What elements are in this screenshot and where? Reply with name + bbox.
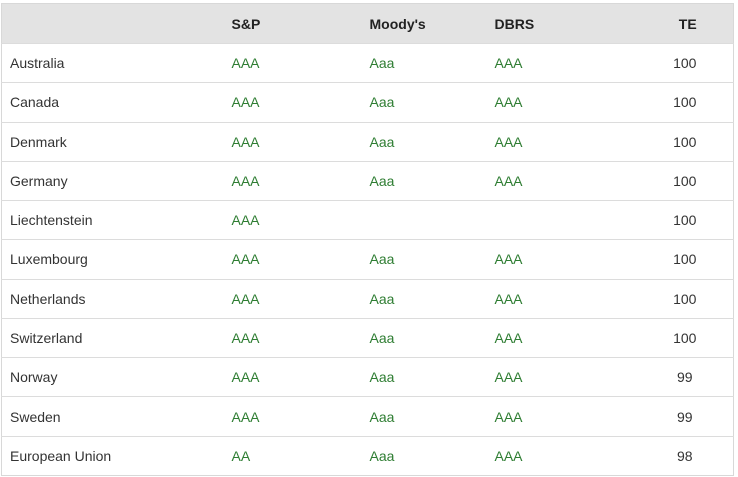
table-row: Germany AAA Aaa AAA 100 — [1, 160, 734, 201]
moodys-rating-cell: Aaa — [361, 278, 487, 319]
country-link[interactable]: Denmark — [1, 121, 224, 162]
moodys-rating-cell: Aaa — [361, 239, 487, 280]
te-score-cell: 100 — [628, 200, 734, 240]
table-row: Sweden AAA Aaa AAA 99 — [1, 396, 734, 437]
moodys-rating-cell: Aaa — [361, 42, 487, 83]
dbrs-rating-cell: AAA — [486, 435, 629, 476]
table-row: Liechtenstein AAA 100 — [1, 200, 734, 240]
table-header-row: S&P Moody's DBRS TE — [1, 3, 734, 44]
country-link[interactable]: Australia — [1, 42, 224, 83]
country-link[interactable]: Netherlands — [1, 278, 224, 319]
moodys-rating-cell — [361, 200, 487, 240]
dbrs-rating-cell: AAA — [486, 121, 629, 162]
moodys-rating-cell: Aaa — [361, 317, 487, 358]
country-link[interactable]: Switzerland — [1, 317, 224, 358]
moodys-rating-cell: Aaa — [361, 160, 487, 201]
table-row: Canada AAA Aaa AAA 100 — [1, 82, 734, 123]
column-header-country — [1, 3, 224, 44]
te-score-cell: 100 — [628, 42, 734, 83]
te-score-cell: 100 — [628, 278, 734, 319]
dbrs-rating-cell: AAA — [486, 239, 629, 280]
dbrs-rating-cell: AAA — [486, 278, 629, 319]
dbrs-rating-cell: AAA — [486, 160, 629, 201]
te-score-cell: 99 — [628, 396, 734, 437]
dbrs-rating-cell: AAA — [486, 82, 629, 123]
credit-ratings-table: S&P Moody's DBRS TE Australia AAA Aaa AA… — [1, 3, 734, 476]
country-link[interactable]: Canada — [1, 82, 224, 123]
column-header-moodys: Moody's — [361, 3, 487, 44]
country-link[interactable]: Sweden — [1, 396, 224, 437]
sp-rating-cell: AAA — [223, 82, 362, 123]
column-header-te: TE — [628, 3, 734, 44]
moodys-rating-cell: Aaa — [361, 435, 487, 476]
table-row: Norway AAA Aaa AAA 99 — [1, 357, 734, 397]
sp-rating-cell: AAA — [223, 42, 362, 83]
sp-rating-cell: AAA — [223, 200, 362, 240]
table-row: Denmark AAA Aaa AAA 100 — [1, 121, 734, 162]
te-score-cell: 99 — [628, 357, 734, 397]
te-score-cell: 100 — [628, 121, 734, 162]
country-link[interactable]: Luxembourg — [1, 239, 224, 280]
sp-rating-cell: AAA — [223, 317, 362, 358]
column-header-dbrs: DBRS — [486, 3, 629, 44]
country-link[interactable]: Liechtenstein — [1, 200, 224, 240]
table-row: Switzerland AAA Aaa AAA 100 — [1, 317, 734, 358]
country-link[interactable]: Germany — [1, 160, 224, 201]
te-score-cell: 100 — [628, 82, 734, 123]
te-score-cell: 98 — [628, 435, 734, 476]
dbrs-rating-cell: AAA — [486, 396, 629, 437]
sp-rating-cell: AA — [223, 435, 362, 476]
dbrs-rating-cell — [486, 200, 629, 240]
sp-rating-cell: AAA — [223, 357, 362, 397]
moodys-rating-cell: Aaa — [361, 121, 487, 162]
dbrs-rating-cell: AAA — [486, 357, 629, 397]
dbrs-rating-cell: AAA — [486, 42, 629, 83]
table-row: Netherlands AAA Aaa AAA 100 — [1, 278, 734, 319]
dbrs-rating-cell: AAA — [486, 317, 629, 358]
sp-rating-cell: AAA — [223, 239, 362, 280]
column-header-sp: S&P — [223, 3, 362, 44]
sp-rating-cell: AAA — [223, 396, 362, 437]
te-score-cell: 100 — [628, 239, 734, 280]
sp-rating-cell: AAA — [223, 160, 362, 201]
te-score-cell: 100 — [628, 317, 734, 358]
moodys-rating-cell: Aaa — [361, 396, 487, 437]
table-row: European Union AA Aaa AAA 98 — [1, 435, 734, 476]
table-row: Australia AAA Aaa AAA 100 — [1, 42, 734, 83]
te-score-cell: 100 — [628, 160, 734, 201]
sp-rating-cell: AAA — [223, 278, 362, 319]
country-link[interactable]: Norway — [1, 357, 224, 397]
country-link[interactable]: European Union — [1, 435, 224, 476]
table-row: Luxembourg AAA Aaa AAA 100 — [1, 239, 734, 280]
moodys-rating-cell: Aaa — [361, 357, 487, 397]
sp-rating-cell: AAA — [223, 121, 362, 162]
moodys-rating-cell: Aaa — [361, 82, 487, 123]
